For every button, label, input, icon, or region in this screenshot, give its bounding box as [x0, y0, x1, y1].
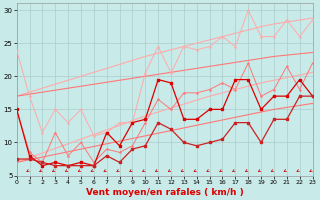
X-axis label: Vent moyen/en rafales ( km/h ): Vent moyen/en rafales ( km/h ) — [86, 188, 244, 197]
